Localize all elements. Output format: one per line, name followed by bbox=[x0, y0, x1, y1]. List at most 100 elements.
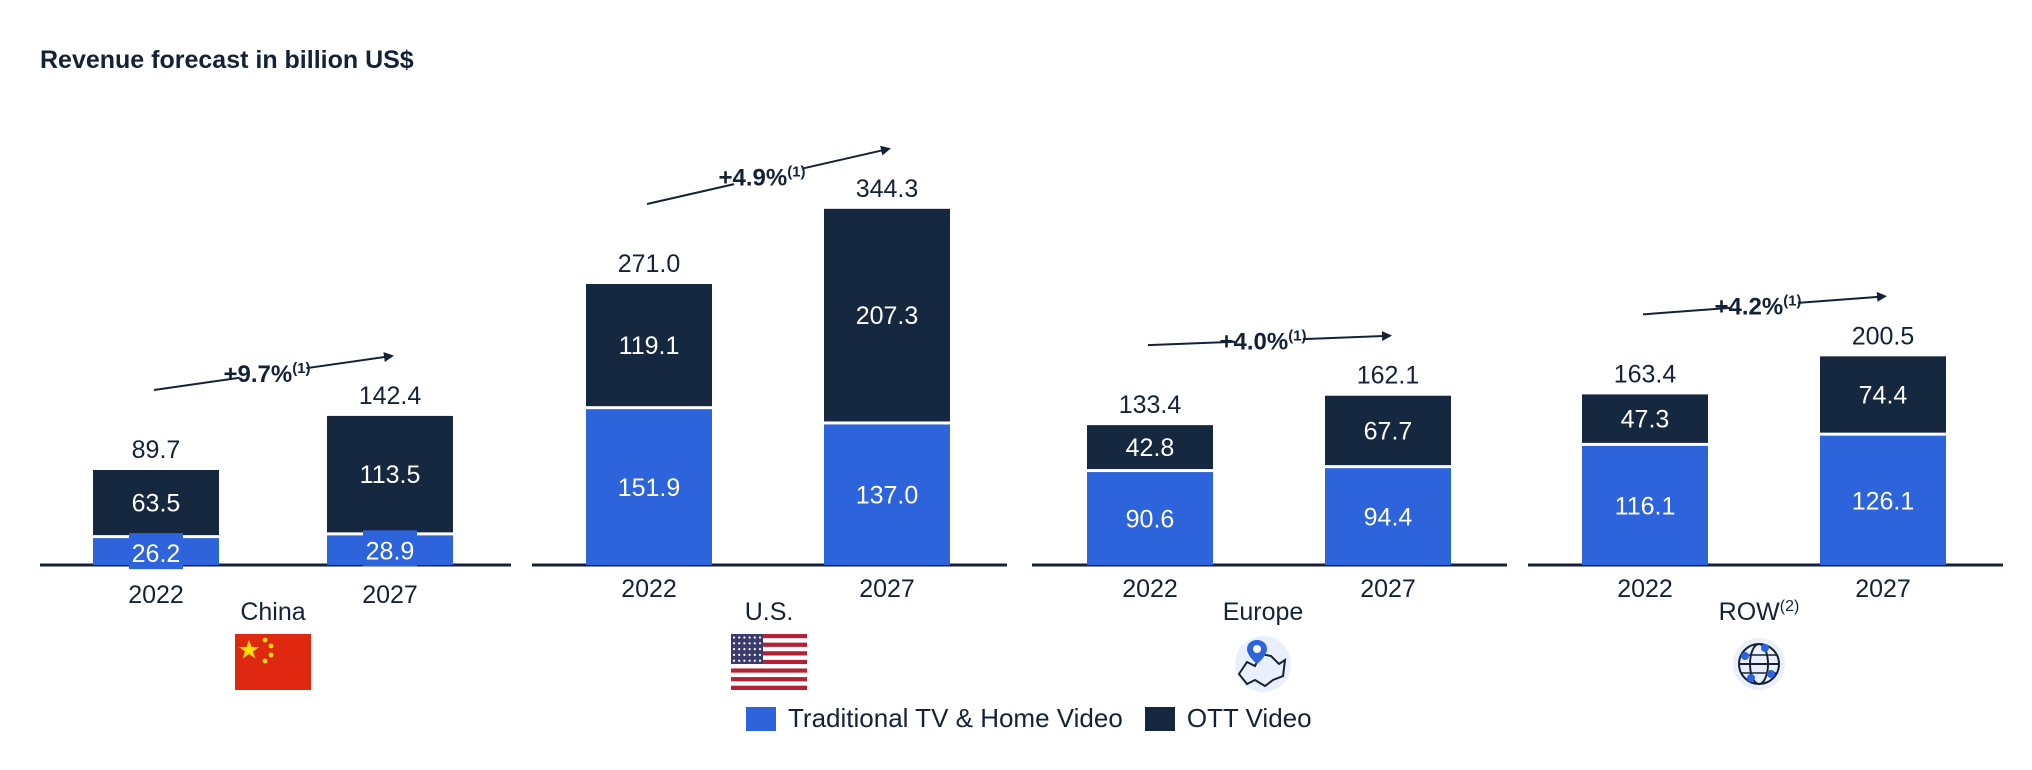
total-label: 271.0 bbox=[618, 250, 681, 278]
total-label: 163.4 bbox=[1614, 360, 1677, 388]
flag-star bbox=[758, 653, 762, 656]
flag-stripe bbox=[731, 642, 807, 647]
flag-star bbox=[743, 636, 746, 639]
legend-label-ott: OTT Video bbox=[1186, 703, 1312, 733]
flag-star bbox=[738, 648, 741, 651]
cagr-footnote: (1) bbox=[787, 163, 805, 180]
bar-traditional bbox=[1087, 472, 1213, 565]
region-group-us: 151.9 119.1 271.0 2022 137.0 207.3 344.3 2027 +4… bbox=[532, 145, 1007, 690]
data-label-ott: 207.3 bbox=[856, 302, 919, 330]
flag-small-star bbox=[262, 658, 268, 664]
flag-small-star bbox=[262, 637, 268, 643]
flag-star bbox=[753, 648, 756, 651]
flag-stripe bbox=[731, 668, 807, 673]
data-label-bg-traditional bbox=[363, 530, 417, 567]
flag-stripe bbox=[731, 634, 807, 639]
year-label: 2027 bbox=[362, 581, 418, 609]
flag-small-star bbox=[268, 652, 274, 658]
flag-star bbox=[738, 653, 741, 656]
region-label: ROW(2) bbox=[1719, 598, 1800, 626]
legend-swatch-ott bbox=[1144, 706, 1175, 731]
cagr-footnote: (1) bbox=[1783, 292, 1801, 309]
flag-stripe bbox=[731, 681, 807, 686]
total-label: 133.4 bbox=[1119, 391, 1182, 419]
total-label: 162.1 bbox=[1357, 362, 1420, 390]
cagr-label: +4.9%(1) bbox=[718, 163, 805, 191]
legend-item-traditional: Traditional TV & Home Video bbox=[746, 703, 1123, 734]
flag-stripe bbox=[731, 685, 807, 690]
globe-node bbox=[1747, 674, 1755, 682]
flag-big-star bbox=[239, 640, 259, 659]
flag-star bbox=[748, 648, 751, 651]
flag-stripe bbox=[731, 672, 807, 678]
region-group-europe: 90.6 42.8 133.4 2022 94.4 67.7 162.1 2027 +4.0%(… bbox=[1032, 327, 1507, 692]
flag-star bbox=[732, 636, 736, 639]
cagr-arrow bbox=[1302, 331, 1392, 342]
data-label-traditional: 137.0 bbox=[856, 482, 919, 510]
legend-item-ott: OTT Video bbox=[1144, 703, 1312, 734]
chart-legend: Traditional TV & Home Video OTT Video bbox=[746, 703, 1334, 734]
flag-stripe bbox=[731, 677, 807, 682]
flag-star bbox=[753, 636, 756, 639]
cagr-arrow bbox=[801, 145, 891, 170]
flag-star bbox=[732, 648, 736, 651]
europe-map-icon bbox=[1235, 636, 1291, 692]
us-flag-icon bbox=[731, 634, 807, 690]
flag-star bbox=[738, 636, 741, 639]
bar-ott bbox=[327, 415, 453, 533]
cagr-arrow bbox=[306, 352, 394, 370]
flag-star bbox=[743, 648, 746, 651]
data-label-ott: 74.4 bbox=[1859, 381, 1908, 409]
total-label: 89.7 bbox=[132, 436, 181, 464]
cagr-line bbox=[153, 376, 240, 391]
bar-ott bbox=[1087, 425, 1213, 470]
legend-swatch-traditional bbox=[746, 706, 776, 731]
data-label-ott: 67.7 bbox=[1364, 417, 1413, 445]
data-label-ott: 119.1 bbox=[619, 332, 680, 360]
flag-star bbox=[748, 642, 751, 645]
flag-stripe bbox=[731, 659, 807, 665]
total-label: 142.4 bbox=[359, 382, 422, 410]
cagr-line bbox=[1147, 340, 1236, 347]
year-label: 2022 bbox=[1617, 575, 1673, 603]
flag-canton bbox=[731, 634, 763, 664]
legend-label-traditional: Traditional TV & Home Video bbox=[788, 703, 1123, 733]
region-label: Europe bbox=[1223, 598, 1304, 626]
data-label-traditional: 26.2 bbox=[132, 540, 181, 568]
flag-star bbox=[758, 659, 762, 662]
data-label-ott: 47.3 bbox=[1621, 406, 1670, 434]
bar-traditional bbox=[824, 424, 950, 565]
region-group-row: 116.1 47.3 163.4 2022 126.1 74.4 200.5 2027 +4.2… bbox=[1528, 291, 2003, 690]
bar-traditional bbox=[586, 409, 712, 565]
year-label: 2027 bbox=[1360, 575, 1416, 603]
region-label: U.S. bbox=[745, 598, 794, 626]
bar-traditional bbox=[1820, 435, 1946, 565]
bar-ott bbox=[1582, 394, 1708, 443]
data-label-traditional: 151.9 bbox=[618, 474, 681, 502]
region-footnote: (2) bbox=[1780, 598, 1800, 615]
flag-star bbox=[732, 642, 736, 645]
bar-ott bbox=[1820, 356, 1946, 433]
europe-outline bbox=[1237, 652, 1287, 688]
region-group-china: 26.2 63.5 89.7 2022 28.9 113.5 142.4 2027 +9.7%(… bbox=[40, 352, 511, 690]
flag-star bbox=[748, 659, 751, 662]
flag-small-star bbox=[268, 643, 274, 649]
data-label-ott: 113.5 bbox=[360, 461, 421, 489]
year-label: 2027 bbox=[1855, 575, 1911, 603]
data-label-traditional: 28.9 bbox=[366, 537, 415, 565]
chart-title: Revenue forecast in billion US$ bbox=[40, 46, 414, 74]
cagr-label: +4.2%(1) bbox=[1714, 292, 1801, 320]
bar-traditional bbox=[1325, 468, 1451, 565]
flag-star bbox=[753, 659, 756, 662]
china-flag-icon bbox=[235, 634, 311, 690]
flag-star bbox=[732, 659, 736, 662]
data-label-traditional: 126.1 bbox=[1852, 487, 1915, 515]
flag-star bbox=[758, 648, 762, 651]
year-label: 2022 bbox=[1122, 575, 1178, 603]
flag-stripe bbox=[731, 655, 807, 660]
flag-stripe bbox=[731, 651, 807, 656]
cagr-line bbox=[646, 183, 735, 205]
data-label-bg-traditional bbox=[129, 533, 183, 570]
flag-star bbox=[743, 642, 746, 645]
